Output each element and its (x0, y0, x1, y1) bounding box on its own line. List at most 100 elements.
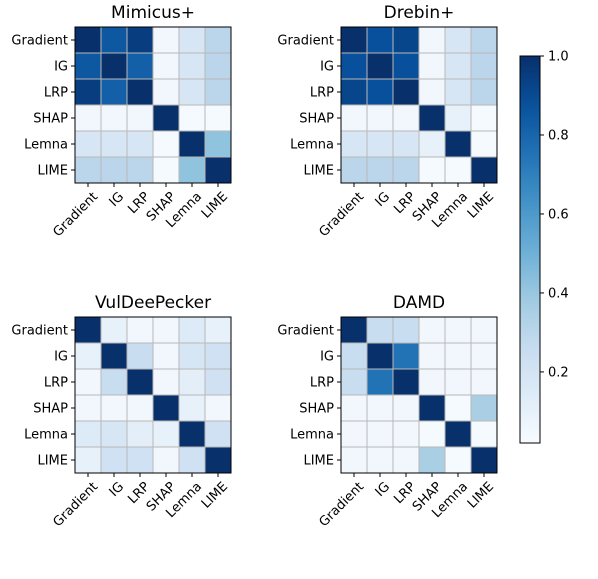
heatmap-cell (178, 78, 206, 106)
heatmap-cell (340, 156, 368, 184)
heatmap-cell (444, 368, 472, 396)
heatmap-mimicus-: Mimicus+ Gradient IG LRP SHAP Lemna LIME Gradie… (11, 3, 232, 240)
heatmap-cell (366, 342, 394, 370)
heatmap-cell (74, 130, 102, 158)
heatmap-cell (340, 52, 368, 80)
heatmap-cell (418, 342, 446, 370)
colorbar-tick-label: 0.4 (548, 286, 569, 301)
y-tick-label: SHAP (299, 402, 334, 417)
heatmap-cell (152, 394, 180, 422)
heatmap-cell (392, 26, 420, 54)
y-tick-label: SHAP (299, 112, 334, 127)
heatmap-cell (178, 394, 206, 422)
y-tick-label: Gradient (11, 34, 68, 49)
heatmap-cell (74, 52, 102, 80)
heatmap-cell (204, 368, 232, 396)
heatmap-cell (470, 368, 498, 396)
heatmap-cell (366, 316, 394, 344)
heatmap-cell (418, 368, 446, 396)
heatmap-cell (392, 368, 420, 396)
heatmap-cell (444, 420, 472, 448)
y-tick-label: Gradient (11, 324, 68, 339)
heatmap-cell (392, 52, 420, 80)
heatmap-cell (366, 104, 394, 132)
x-tick-label: LIME (465, 189, 497, 221)
x-tick-label: IG (107, 479, 127, 499)
heatmap-drebin-: Drebin+ Gradient IG LRP SHAP Lemna LIME Gradien… (277, 3, 498, 240)
heatmap-cell (178, 52, 206, 80)
heatmap-cell (340, 316, 368, 344)
x-tick-label: Gradient (316, 479, 367, 530)
y-tick-label: LRP (310, 86, 334, 101)
x-tick-label: LIME (199, 189, 231, 221)
heatmap-cell (152, 78, 180, 106)
heatmap-cell (100, 316, 128, 344)
heatmap-cell (74, 394, 102, 422)
heatmap-cell (418, 420, 446, 448)
heatmap-cell (444, 26, 472, 54)
heatmap-cell (366, 420, 394, 448)
heatmap-cell (418, 52, 446, 80)
heatmap-cell (340, 368, 368, 396)
heatmap-cell (74, 104, 102, 132)
heatmap-cell (126, 78, 154, 106)
heatmap-cell (178, 104, 206, 132)
heatmap-cell (366, 52, 394, 80)
y-tick-label: LIME (303, 164, 334, 179)
heatmap-cell (100, 446, 128, 474)
heatmap-cell (152, 104, 180, 132)
heatmap-cell (126, 156, 154, 184)
heatmap-cell (418, 26, 446, 54)
heatmap-cell (444, 394, 472, 422)
heatmap-cell (178, 316, 206, 344)
y-tick-label: SHAP (33, 402, 68, 417)
heatmap-cell (470, 130, 498, 158)
heatmap-cell (340, 342, 368, 370)
heatmap-cell (204, 446, 232, 474)
heatmap-cell (392, 316, 420, 344)
heatmap-cell (392, 394, 420, 422)
y-tick-label: LRP (310, 376, 334, 391)
colorbar-tick-label: 1.0 (548, 50, 569, 65)
chart-title: Mimicus+ (111, 3, 195, 23)
x-tick-label: IG (107, 189, 127, 209)
y-tick-label: IG (320, 60, 334, 75)
heatmap-cell (444, 316, 472, 344)
heatmap-cell (126, 52, 154, 80)
heatmap-cell (444, 342, 472, 370)
heatmap-cell (100, 420, 128, 448)
y-tick-label: IG (54, 60, 68, 75)
x-tick-label: Gradient (316, 189, 367, 240)
heatmap-cell (340, 394, 368, 422)
heatmap-cell (178, 156, 206, 184)
heatmap-cell (152, 446, 180, 474)
heatmap-cell (470, 394, 498, 422)
heatmap-cell (74, 368, 102, 396)
colorbar-tick-label: 0.8 (548, 128, 569, 143)
x-tick-label: LIME (465, 479, 497, 511)
heatmap-cell (204, 78, 232, 106)
axes-frame (74, 316, 232, 474)
heatmap-cell (470, 342, 498, 370)
heatmap-cell (100, 394, 128, 422)
heatmap-cell (152, 316, 180, 344)
heatmap-cell (100, 342, 128, 370)
colorbar-gradient (519, 55, 541, 444)
heatmap-cell (100, 368, 128, 396)
heatmap-cell (74, 446, 102, 474)
heatmap-cell (74, 156, 102, 184)
heatmap-cell (126, 420, 154, 448)
heatmap-cell (470, 316, 498, 344)
heatmap-cell (366, 446, 394, 474)
y-tick-label: LRP (44, 86, 68, 101)
x-tick-label: LIME (199, 479, 231, 511)
heatmap-cell (444, 52, 472, 80)
heatmap-cell (340, 446, 368, 474)
heatmap-cell (392, 420, 420, 448)
heatmap-cell (178, 26, 206, 54)
heatmap-cell (204, 316, 232, 344)
heatmap-cell (444, 156, 472, 184)
heatmap-cell (340, 26, 368, 54)
heatmap-cell (204, 394, 232, 422)
